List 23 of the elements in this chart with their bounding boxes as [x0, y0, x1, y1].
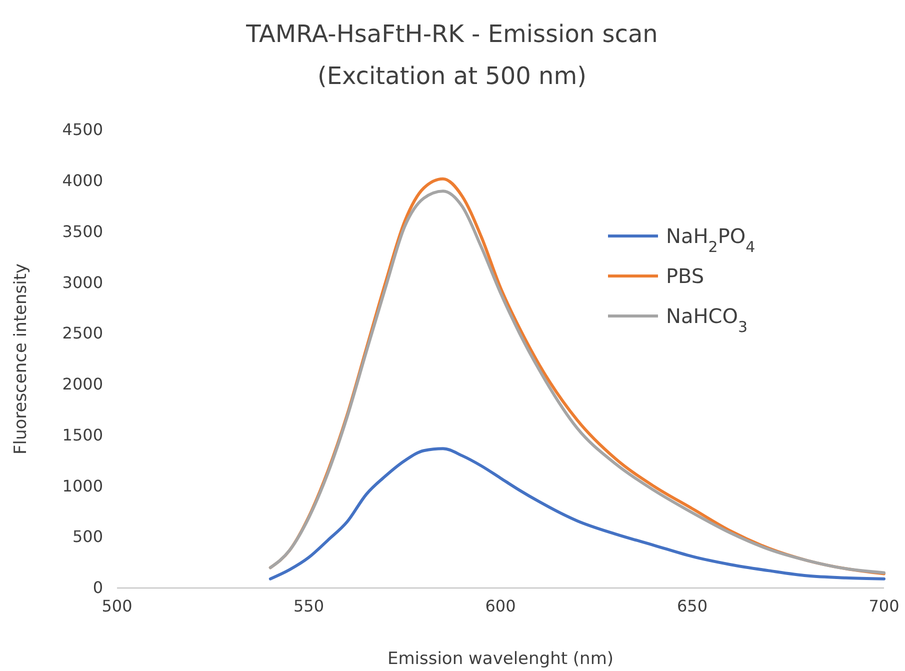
- legend-label: PBS: [666, 264, 704, 288]
- y-tick-label: 2500: [62, 324, 103, 343]
- y-tick-label: 1500: [62, 425, 103, 444]
- y-tick-label: 4000: [62, 171, 103, 190]
- y-tick-label: 3500: [62, 222, 103, 241]
- y-tick-label: 500: [72, 527, 103, 546]
- x-tick-label: 500: [102, 596, 132, 616]
- y-tick-label: 0: [92, 578, 103, 598]
- chart-title: TAMRA-HsaFtH-RK - Emission scan: [245, 20, 658, 48]
- y-axis-title: Fluorescence intensity: [11, 263, 31, 455]
- x-tick-label: 600: [485, 596, 516, 616]
- line-series: [268, 447, 886, 580]
- y-tick-label: 3000: [62, 272, 103, 292]
- y-tick-label: 2000: [62, 374, 103, 394]
- y-tick-label: 1000: [62, 476, 103, 496]
- chart-subtitle: (Excitation at 500 nm): [317, 62, 587, 90]
- x-axis-title: Emission wavelenght (nm): [387, 649, 614, 669]
- y-tick-label: 4500: [62, 120, 103, 140]
- x-tick-label: 650: [676, 596, 708, 616]
- x-tick-label: 700: [868, 596, 900, 616]
- x-tick-label: 550: [293, 596, 324, 616]
- legend-label: NaH$_{2}$PO$_{4}$: [666, 224, 756, 256]
- legend-label: NaHCO$_{3}$: [666, 304, 748, 336]
